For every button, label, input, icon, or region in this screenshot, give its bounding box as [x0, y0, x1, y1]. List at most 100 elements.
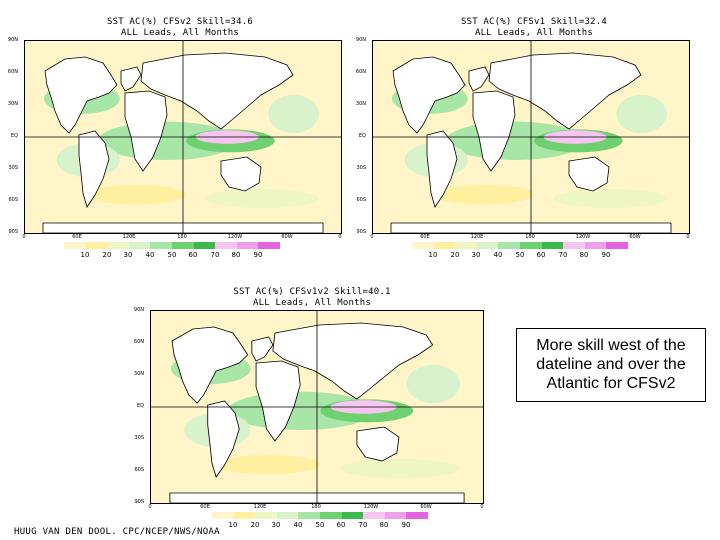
lat-label: 30S [134, 435, 144, 441]
lat-label: 30S [356, 165, 366, 171]
colorbar-swatch [584, 242, 607, 249]
lon-label: 120E [470, 234, 484, 240]
lat-label: 60N [133, 339, 144, 345]
continent-outline [426, 130, 458, 208]
annotation-line: More skill west of the [536, 337, 686, 354]
colorbar-swatch [498, 242, 520, 249]
colorbar-swatch [64, 242, 86, 249]
continent-outline [44, 56, 118, 134]
colorbar-label: 80 [379, 521, 389, 529]
colorbar-label: 50 [515, 251, 525, 259]
skill-region [553, 188, 667, 209]
lat-label: 90N [7, 37, 18, 43]
lat-label: 90N [355, 37, 366, 43]
continent-outline [220, 156, 262, 192]
lon-label: 0 [480, 504, 484, 510]
lat-label: 60S [134, 467, 144, 473]
lon-label: 0 [686, 234, 690, 240]
lat-label: 90N [133, 307, 144, 313]
lat-label: 60S [8, 197, 18, 203]
continent-outline [468, 66, 490, 92]
continent-outline [207, 400, 240, 478]
lon-label: 60E [72, 234, 82, 240]
colorbar-swatch [341, 512, 364, 519]
colorbar-label: 30 [471, 251, 481, 259]
colorbar [212, 512, 428, 519]
lon-label: 60E [420, 234, 430, 240]
skill-region [406, 364, 460, 404]
lat-label: 30N [7, 101, 18, 107]
continent-outline [392, 56, 466, 134]
colorbar-swatch [541, 242, 564, 249]
annotation-box: More skill west of the dateline and over… [516, 328, 706, 402]
colorbar-label: 70 [558, 251, 568, 259]
colorbar-swatch [193, 242, 216, 249]
colorbar-label: 20 [250, 521, 260, 529]
lon-label: 120W [363, 504, 379, 510]
colorbar-swatch [258, 242, 280, 249]
chart-subtitle: ALL Leads, All Months [121, 28, 239, 38]
colorbar-swatch [85, 242, 108, 249]
colorbar-swatch [276, 512, 299, 519]
colorbar [64, 242, 280, 249]
continents [169, 322, 465, 503]
colorbar-swatch [150, 242, 172, 249]
continent-outline [124, 90, 168, 172]
colorbar-label: 20 [102, 251, 112, 259]
colorbar-label: 50 [167, 251, 177, 259]
annotation-line: Atlantic for CFSv2 [546, 375, 676, 392]
colorbar-label: 60 [336, 521, 346, 529]
colorbar-swatch [236, 242, 259, 249]
continent-outline [140, 52, 294, 130]
continent-outline [255, 360, 301, 442]
continent-outline [120, 66, 142, 92]
skill-region [616, 94, 667, 134]
lon-label: 60W [420, 504, 432, 510]
skill-region [433, 185, 535, 205]
colorbar-label: 10 [428, 251, 438, 259]
continents [42, 52, 324, 233]
skill-region [214, 455, 321, 475]
lat-label: EQ [10, 133, 18, 139]
colorbar-label: 30 [271, 521, 281, 529]
lat-label: 90S [8, 229, 18, 235]
colorbar [412, 242, 628, 249]
lon-label: 180 [311, 504, 321, 510]
skill-map [24, 40, 342, 234]
continent-outline [356, 426, 400, 462]
chart-title: SST AC(%) CFSv1v2 Skill=40.1 [233, 287, 391, 297]
lon-label: 60E [200, 504, 210, 510]
lat-label: 30N [133, 371, 144, 377]
author-credit: HUUG VAN DEN DOOL. CPC/NCEP/NWS/NOAA [14, 527, 220, 537]
lon-label: 0 [22, 234, 26, 240]
lon-label: 0 [338, 234, 342, 240]
colorbar-label: 10 [228, 521, 238, 529]
colorbar-swatch [107, 242, 129, 249]
colorbar-swatch [606, 242, 628, 249]
map-panel-cfsv2: SST AC(%) CFSv2 Skill=34.6 ALL Leads, Al… [0, 0, 360, 270]
continent-outline [171, 326, 249, 404]
chart-title: SST AC(%) CFSv1 Skill=32.4 [460, 17, 608, 27]
colorbar-swatch [233, 512, 256, 519]
lon-label: 60W [281, 234, 293, 240]
continent-outline [472, 90, 516, 172]
colorbar-label: 90 [401, 521, 411, 529]
colorbar-label: 80 [231, 251, 241, 259]
skill-region [205, 188, 319, 209]
lat-label: 90S [356, 229, 366, 235]
lat-label: 60S [356, 197, 366, 203]
colorbar-label: 80 [579, 251, 589, 259]
continent-outline [78, 130, 110, 208]
lat-label: EQ [358, 133, 366, 139]
chart-subtitle: ALL Leads, All Months [253, 298, 371, 308]
colorbar-swatch [319, 512, 342, 519]
lat-label: 60N [7, 69, 18, 75]
annotation-line: dateline and over the [536, 356, 686, 373]
colorbar-swatch [255, 512, 277, 519]
colorbar-label: 20 [450, 251, 460, 259]
colorbar-swatch [128, 242, 151, 249]
colorbar-swatch [363, 512, 385, 519]
colorbar-label: 90 [253, 251, 263, 259]
skill-region [268, 94, 319, 134]
colorbar-swatch [298, 512, 320, 519]
